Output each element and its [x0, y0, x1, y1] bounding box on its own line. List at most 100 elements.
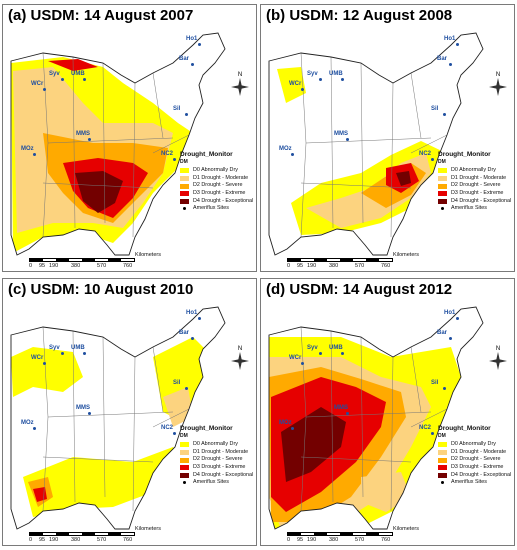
legend-item: D3 Drought - Extreme [180, 464, 256, 472]
state-border [152, 72, 164, 139]
legend-swatch [180, 168, 189, 174]
ameriflux-site-dot [191, 337, 194, 340]
site-label: Bar [437, 330, 448, 336]
legend-sites-label: Ameriflux Sites [451, 479, 487, 486]
legend-swatch [180, 457, 189, 463]
ameriflux-site-dot [456, 43, 459, 46]
scale-unit: Kilometers [135, 252, 161, 258]
legend-item-label: D2 Drought - Severe [193, 456, 243, 463]
panel-title: (d) USDM: 14 August 2012 [266, 281, 453, 298]
state-border [300, 456, 412, 463]
legend-item-label: D2 Drought - Severe [451, 182, 501, 189]
drought-area-d4 [396, 171, 411, 186]
ameriflux-site-dot [198, 317, 201, 320]
ameriflux-site-dot [443, 113, 446, 116]
ameriflux-site-dot [346, 138, 349, 141]
state-border [152, 134, 190, 154]
state-border [102, 336, 106, 498]
ameriflux-site-dot [301, 88, 304, 91]
ameriflux-site-dot [341, 352, 344, 355]
drought-area-d4 [75, 171, 123, 213]
legend-item: D2 Drought - Severe [180, 182, 256, 190]
legend-title: Drought_Monitor [438, 151, 491, 158]
legend-swatch [438, 465, 447, 471]
scale-unit: Kilometers [393, 252, 419, 258]
legend-swatch [180, 191, 189, 197]
ameriflux-site-dot [61, 78, 64, 81]
ameriflux-site-dot [198, 43, 201, 46]
legend-item: D4 Drought - Exceptional [438, 472, 514, 480]
ameriflux-site-dot [43, 362, 46, 365]
ameriflux-site-dot [88, 138, 91, 141]
ameriflux-site-dot [319, 78, 322, 81]
study-area-outline [10, 32, 226, 256]
legend-item-label: D2 Drought - Severe [451, 456, 501, 463]
scale-bar-graphic [287, 258, 393, 262]
legend-item-label: D0 Abnormally Dry [193, 167, 238, 174]
north-label: N [238, 346, 242, 352]
legend-item: D2 Drought - Severe [438, 182, 514, 190]
scale-tick-label: 380 [71, 263, 81, 269]
legend-item: D3 Drought - Extreme [180, 190, 256, 198]
state-border [132, 82, 136, 238]
state-border [132, 356, 136, 512]
state-border [300, 182, 412, 189]
legend-item-label: D1 Drought - Moderate [193, 448, 249, 455]
scale-tick-label: 570 [355, 263, 365, 269]
legend-swatch [180, 198, 189, 204]
legend-item: D1 Drought - Moderate [438, 449, 514, 457]
panel-title: (b) USDM: 12 August 2008 [266, 7, 453, 24]
legend-swatch [438, 457, 447, 463]
state-border [410, 346, 422, 413]
scale-tick-label: 190 [307, 537, 317, 543]
state-border [47, 411, 174, 418]
map-panel-c: Ho1 Bar WCr Syv UMB Sil MOz MMS NC2 (c) USDM: 10 … [2, 278, 257, 546]
legend-title: Drought_Monitor [180, 425, 233, 432]
site-label: NC2 [419, 151, 432, 157]
state-border [360, 62, 364, 224]
scale-unit: Kilometers [393, 526, 419, 532]
legend-swatch [438, 176, 447, 182]
ameriflux-site-dot [173, 432, 176, 435]
legend: Drought_Monitor DM D0 Abnormally Dry D1 Dro… [180, 151, 256, 213]
map-panel-d: Ho1 Bar WCr Syv UMB Sil MOz MMS NC2 (d) USDM: 14 … [260, 278, 515, 546]
legend: Drought_Monitor DM D0 Abnormally Dry D1 Dro… [438, 151, 514, 213]
scale-tick-label: 570 [97, 263, 107, 269]
site-label: Sil [431, 106, 439, 112]
scale-bar-graphic [29, 532, 135, 536]
scale-unit: Kilometers [135, 526, 161, 532]
scale-tick-label: 760 [381, 263, 391, 269]
scale-tick-label: 0 [29, 537, 33, 543]
north-arrow-icon: N [227, 343, 253, 378]
site-label: Sil [173, 106, 181, 112]
ameriflux-site-dot [83, 78, 86, 81]
site-label: MMS [334, 405, 348, 411]
north-arrow-icon: N [227, 69, 253, 104]
site-label: MMS [76, 131, 90, 137]
legend-item-label: D0 Abnormally Dry [451, 167, 496, 174]
legend-swatch [438, 183, 447, 189]
scale-tick-label: 570 [355, 537, 365, 543]
scale-tick-label: 380 [329, 537, 339, 543]
ameriflux-site-dot [431, 158, 434, 161]
north-arrow-icon: N [485, 69, 511, 104]
scale-tick-label: 190 [49, 263, 59, 269]
legend-item-label: D4 Drought - Exceptional [193, 197, 254, 204]
ameriflux-site-dot [33, 427, 36, 430]
site-label: MOz [21, 146, 34, 152]
map-panel-b: Ho1 Bar WCr Syv UMB Sil MOz MMS NC2 (b) USDM: 12 … [260, 4, 515, 272]
site-label: Bar [437, 56, 448, 62]
legend-item: D4 Drought - Exceptional [438, 198, 514, 206]
legend-swatch [438, 168, 447, 174]
state-border [330, 56, 334, 229]
ameriflux-site-dot [341, 78, 344, 81]
scale-tick-label: 760 [381, 537, 391, 543]
ameriflux-site-dot [291, 427, 294, 430]
drought-map [10, 306, 226, 530]
state-border [410, 408, 448, 428]
legend-swatch [438, 442, 447, 448]
ameriflux-site-dot [449, 337, 452, 340]
legend-item: Ameriflux Sites [438, 479, 514, 487]
legend-item: D1 Drought - Moderate [180, 448, 256, 457]
legend-item: D3 Drought - Extreme [438, 464, 514, 472]
